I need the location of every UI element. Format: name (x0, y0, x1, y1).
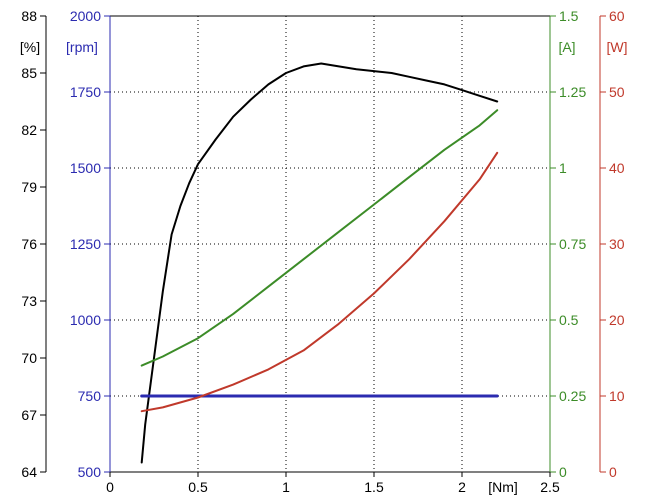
efficiency-tick-label: 73 (21, 293, 37, 309)
power-tick-label: 20 (609, 312, 625, 328)
speed-tick-label: 1750 (70, 84, 101, 100)
current-tick-label: 0.5 (559, 312, 579, 328)
power-tick-label: 30 (609, 236, 625, 252)
power-tick-label: 60 (609, 8, 625, 24)
power-tick-label: 50 (609, 84, 625, 100)
efficiency-tick-label: 85 (21, 65, 37, 81)
current-tick-label: 1 (559, 160, 567, 176)
current-unit-label: [A] (558, 39, 575, 55)
speed-unit-label: [rpm] (66, 39, 98, 55)
power-tick-label: 40 (609, 160, 625, 176)
efficiency-unit-label: [%] (20, 39, 40, 55)
x-tick-label: 1.5 (364, 479, 384, 495)
speed-tick-label: 2000 (70, 8, 101, 24)
current-tick-label: 1.25 (559, 84, 586, 100)
axes (40, 15, 606, 477)
power-tick-label: 0 (609, 464, 617, 480)
current-tick-label: 0.75 (559, 236, 586, 252)
speed-tick-label: 1500 (70, 160, 101, 176)
efficiency-tick-label: 88 (21, 8, 37, 24)
efficiency-series-line (140, 62, 499, 464)
power-unit-label: [W] (607, 39, 628, 55)
speed-tick-label: 1250 (70, 236, 101, 252)
efficiency-tick-label: 79 (21, 179, 37, 195)
efficiency-tick-label: 76 (21, 236, 37, 252)
power-tick-label: 10 (609, 388, 625, 404)
x-unit-label: [Nm] (488, 479, 518, 495)
series-group (140, 62, 499, 464)
power-series-line (140, 151, 499, 413)
x-tick-label: 0.5 (188, 479, 208, 495)
x-tick-label: 2.5 (540, 479, 560, 495)
efficiency-tick-label: 64 (21, 464, 37, 480)
speed-tick-label: 750 (78, 388, 102, 404)
efficiency-tick-label: 70 (21, 350, 37, 366)
current-tick-label: 0 (559, 464, 567, 480)
x-tick-label: 0 (106, 479, 114, 495)
efficiency-tick-label: 67 (21, 407, 37, 423)
current-series-line (140, 109, 499, 367)
x-tick-label: 1 (282, 479, 290, 495)
speed-tick-label: 1000 (70, 312, 101, 328)
efficiency-tick-label: 82 (21, 122, 37, 138)
x-tick-label: 2 (458, 479, 466, 495)
speed-tick-label: 500 (78, 464, 102, 480)
current-tick-label: 0.25 (559, 388, 586, 404)
current-tick-label: 1.5 (559, 8, 579, 24)
labels-group: 646770737679828588[%]5007501000125015001… (20, 8, 628, 495)
